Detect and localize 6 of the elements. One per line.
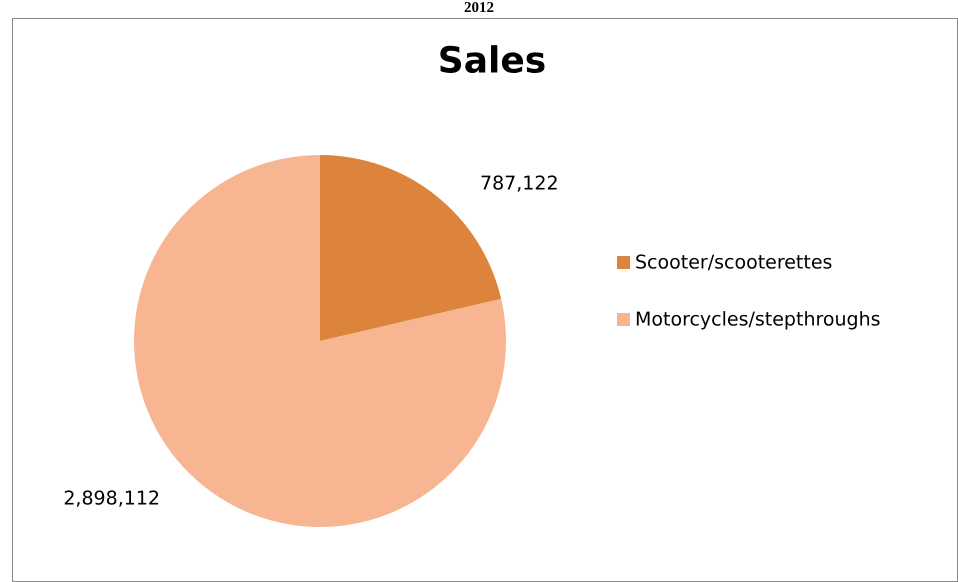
data-label: 2,898,112	[63, 487, 160, 510]
chart-title: Sales	[438, 40, 546, 82]
text: 2012	[463, 0, 495, 17]
data-label: 787,122	[480, 172, 559, 195]
legend-label: Scooter/scooterettes	[635, 252, 832, 274]
legend-label: Motorcycles/stepthroughs	[635, 308, 881, 330]
